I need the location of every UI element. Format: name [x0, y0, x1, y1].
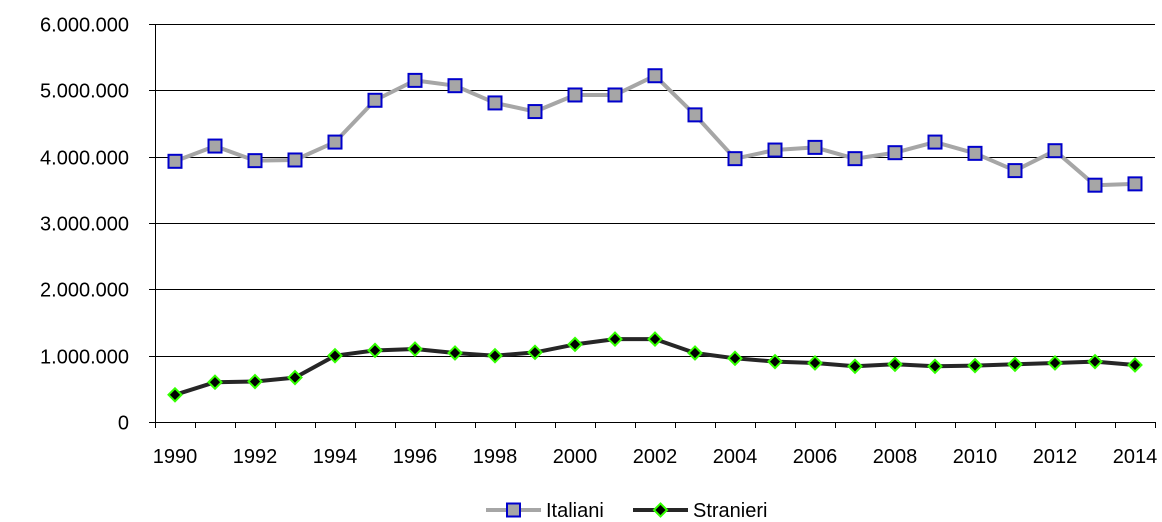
data-point — [1127, 357, 1143, 373]
data-point — [967, 145, 983, 161]
data-point — [527, 104, 543, 120]
data-point — [287, 152, 303, 168]
y-tick-label: 2.000.000 — [40, 280, 129, 302]
gridlines — [155, 24, 1155, 357]
series-line — [174, 73, 1136, 188]
data-point — [807, 139, 823, 155]
x-tick-label: 2008 — [873, 446, 918, 468]
data-point — [1087, 353, 1103, 370]
legend-label: Italiani — [546, 500, 604, 522]
data-point — [607, 331, 623, 347]
series-italiani — [167, 68, 1143, 193]
data-point — [807, 355, 823, 371]
data-point — [327, 347, 343, 364]
x-tick-label: 1990 — [153, 446, 198, 468]
data-point — [1007, 163, 1023, 179]
x-tick-label: 2010 — [953, 446, 998, 468]
x-tick-label: 2014 — [1113, 446, 1158, 468]
x-tick-label: 1998 — [473, 446, 518, 468]
data-point — [727, 151, 743, 167]
y-tick-label: 5.000.000 — [40, 81, 129, 103]
data-point — [567, 336, 583, 353]
y-tick-label: 1.000.000 — [40, 347, 129, 369]
y-tick-label: 4.000.000 — [40, 148, 129, 170]
data-point — [647, 68, 663, 84]
x-tick-label: 1992 — [233, 446, 278, 468]
data-point — [487, 95, 503, 111]
data-point — [447, 345, 463, 361]
series-line — [174, 337, 1136, 397]
data-point — [847, 358, 863, 375]
data-point — [927, 358, 943, 375]
data-point — [727, 350, 743, 367]
data-point — [167, 386, 183, 403]
y-axis-tick-labels: 0 1.000.000 2.000.000 3.000.000 4.000.000 5.0… — [40, 15, 129, 435]
data-point — [1087, 177, 1103, 193]
data-point — [207, 138, 223, 154]
data-point — [927, 134, 943, 150]
legend-item-stranieri: Stranieri — [633, 500, 767, 522]
data-point — [847, 151, 863, 167]
legend-item-italiani: Italiani — [486, 500, 604, 522]
legend-swatch-marker — [652, 502, 669, 518]
data-point — [887, 356, 903, 373]
data-point — [1047, 355, 1063, 371]
y-tick-label: 0 — [118, 413, 129, 435]
legend: Italiani Stranieri — [486, 500, 767, 522]
x-tick-label: 2004 — [713, 446, 758, 468]
data-point — [487, 347, 503, 364]
data-point — [767, 353, 783, 370]
data-point — [447, 78, 463, 94]
series-lines — [167, 68, 1143, 403]
data-point — [367, 92, 383, 108]
data-point — [207, 374, 223, 391]
x-tick-label: 2000 — [553, 446, 598, 468]
data-point — [247, 373, 263, 390]
x-tick-label: 2006 — [793, 446, 838, 468]
data-point — [767, 142, 783, 158]
series-stranieri — [167, 331, 1143, 403]
x-tick-label: 2002 — [633, 446, 678, 468]
legend-label: Stranieri — [693, 500, 767, 522]
data-point — [607, 87, 623, 103]
data-point — [1007, 356, 1023, 373]
data-point — [367, 342, 383, 359]
data-point — [407, 341, 423, 357]
data-point — [1127, 176, 1143, 192]
data-point — [647, 331, 663, 347]
legend-swatch-marker — [506, 502, 521, 518]
y-tick-label: 3.000.000 — [40, 214, 129, 236]
data-point — [687, 107, 703, 123]
data-point — [407, 72, 423, 88]
axes — [149, 24, 1156, 428]
data-point — [287, 369, 303, 386]
data-point — [567, 87, 583, 103]
data-point — [967, 357, 983, 374]
data-point — [167, 153, 183, 169]
data-point — [327, 134, 343, 150]
data-point — [687, 345, 703, 361]
y-tick-label: 6.000.000 — [40, 15, 129, 37]
x-axis-tick-labels: 1990 1992 1994 1996 1998 2000 2002 2004 2006 2008… — [153, 446, 1158, 468]
data-point — [1047, 143, 1063, 159]
data-point — [527, 344, 543, 361]
data-point — [887, 145, 903, 161]
x-tick-label: 2012 — [1033, 446, 1078, 468]
x-tick-label: 1994 — [313, 446, 358, 468]
x-tick-label: 1996 — [393, 446, 438, 468]
data-point — [247, 153, 263, 169]
